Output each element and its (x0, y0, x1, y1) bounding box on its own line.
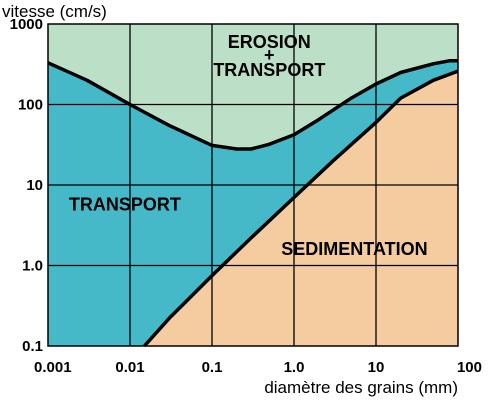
plot-area (47, 23, 459, 348)
y-tick-label: 1.0 (22, 258, 43, 275)
x-tick-label: 1.0 (284, 359, 305, 376)
x-tick-labels: 0.001 0.01 0.1 1.0 10 100 (34, 359, 482, 376)
x-tick-label: 10 (368, 359, 385, 376)
x-tick-label: 0.1 (202, 359, 223, 376)
y-tick-label: 100 (18, 97, 43, 114)
x-tick-label: 0.01 (115, 359, 144, 376)
y-tick-labels: 1000 100 10 1.0 0.1 (10, 16, 43, 355)
x-tick-label: 100 (457, 359, 482, 376)
grid-lines (48, 24, 458, 346)
region-label-transport: TRANSPORT (69, 195, 181, 215)
region-label-erosion-transport: TRANSPORT (213, 60, 325, 80)
x-axis-label: diamètre des grains (mm) (264, 378, 458, 397)
erosion-threshold-line (47, 58, 458, 151)
sedimentation-threshold-line (143, 69, 459, 348)
region-label-erosion-transport: + (264, 45, 275, 65)
region-label-erosion-transport: EROSION (228, 32, 311, 52)
sedimentation-region (144, 71, 458, 346)
y-tick-label: 10 (26, 177, 43, 194)
region-label-sedimentation: SEDIMENTATION (281, 239, 427, 259)
y-tick-label: 1000 (10, 16, 43, 33)
y-axis-label: vitesse (cm/s) (2, 2, 107, 21)
x-tick-label: 0.001 (34, 359, 72, 376)
plot-frame (47, 23, 459, 347)
y-tick-label: 0.1 (22, 338, 43, 355)
